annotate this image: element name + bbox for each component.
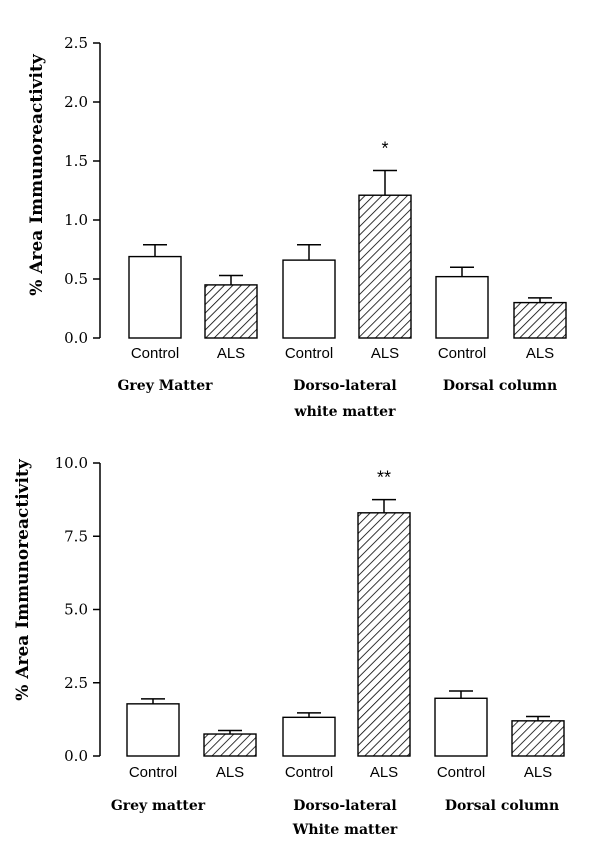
group-label: Dorso-lateral [293, 378, 396, 394]
group-label: Grey matter [111, 798, 206, 814]
category-label: ALS [371, 345, 399, 362]
significance-marker: * [381, 138, 388, 158]
bar [282, 259, 336, 339]
group-label: Dorsal column [443, 378, 557, 394]
y-tick-label: 0.0 [64, 329, 88, 347]
category-label: Control [437, 764, 485, 781]
group-label: Dorsal column [445, 798, 559, 814]
bar [204, 284, 258, 339]
y-axis-label: % Area Immunoreactivity [13, 458, 33, 701]
category-label: ALS [526, 345, 554, 362]
y-tick-label: 10.0 [55, 454, 88, 472]
y-tick-label: 7.5 [64, 527, 88, 545]
bar [513, 301, 567, 339]
category-label: ALS [216, 764, 244, 781]
bar [511, 720, 565, 757]
category-label: Control [285, 764, 333, 781]
y-tick-label: 1.5 [64, 152, 88, 170]
bar [358, 194, 412, 339]
bar [435, 275, 489, 339]
y-tick-label: 5.0 [64, 601, 88, 619]
chart-2: 0.0 2.5 5.0 7.5 10.0 % Area Immunoreactivity C… [13, 454, 565, 838]
category-label: ALS [524, 764, 552, 781]
category-label: ALS [217, 345, 245, 362]
category-label: Control [438, 345, 486, 362]
category-label: ALS [370, 764, 398, 781]
group-label: white matter [294, 404, 397, 420]
y-tick-label: 2.5 [64, 674, 88, 692]
bar [126, 703, 180, 757]
y-axis-label: % Area Immunoreactivity [27, 53, 47, 296]
bar [282, 716, 336, 757]
group-label: Grey Matter [117, 378, 213, 394]
category-label: Control [129, 764, 177, 781]
y-tick-label: 2.5 [64, 34, 88, 52]
bar [128, 255, 182, 339]
chart-1: 0.0 0.5 1.0 1.5 2.0 2.5 % Area Immunoreactivit… [27, 34, 567, 420]
bar [203, 733, 257, 757]
bar [357, 512, 411, 757]
y-tick-label: 1.0 [64, 211, 88, 229]
significance-marker: ** [377, 468, 391, 488]
group-label: White matter [292, 822, 398, 838]
bar [434, 697, 488, 757]
y-tick-label: 0.5 [64, 270, 88, 288]
group-label: Dorso-lateral [293, 798, 396, 814]
y-tick-label: 2.0 [64, 93, 88, 111]
y-tick-label: 0.0 [64, 747, 88, 765]
category-label: Control [285, 345, 333, 362]
category-label: Control [131, 345, 179, 362]
